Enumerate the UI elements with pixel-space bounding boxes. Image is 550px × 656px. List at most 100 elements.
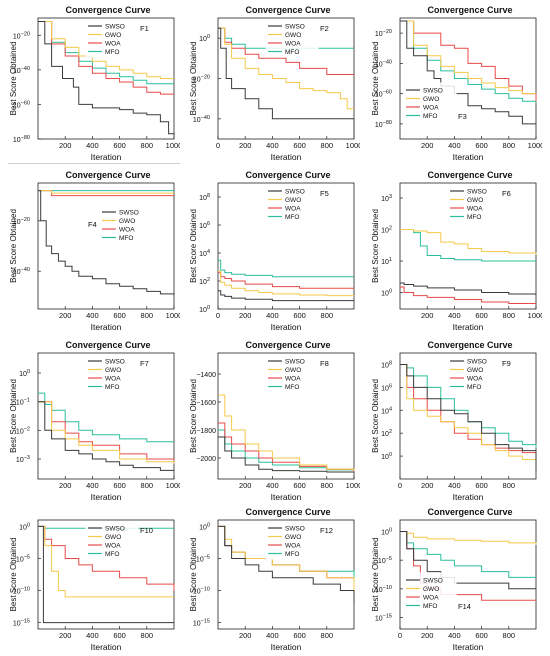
legend-label-mfo: MFO bbox=[285, 49, 299, 56]
function-label: F12 bbox=[320, 526, 333, 535]
series-line-gwo bbox=[400, 364, 537, 465]
y-tick-label: 100 bbox=[381, 289, 392, 298]
legend-label-swso: SWSO bbox=[467, 189, 487, 196]
x-tick-label: 400 bbox=[86, 481, 99, 490]
x-tick-label: 1000 bbox=[528, 141, 542, 150]
legend-label-gwo: GWO bbox=[285, 197, 301, 204]
y-tick-label: 100 bbox=[381, 527, 392, 536]
legend-label-woa: WOA bbox=[119, 227, 135, 234]
x-tick-label: 800 bbox=[141, 481, 154, 490]
y-tick-label: 10−20 bbox=[13, 31, 30, 40]
y-axis-label: Best Score Obtained bbox=[9, 379, 18, 453]
legend-label-gwo: GWO bbox=[119, 218, 135, 225]
x-tick-label: 800 bbox=[321, 481, 334, 490]
legend-label-gwo: GWO bbox=[285, 367, 301, 374]
legend-label-gwo: GWO bbox=[423, 586, 439, 593]
chart-svg-F4: Convergence Curve 200 400 600 800 1000 10−20 10… bbox=[9, 170, 180, 332]
x-tick-label: 400 bbox=[266, 481, 279, 490]
function-label: F2 bbox=[320, 24, 329, 33]
legend-background bbox=[265, 520, 319, 560]
y-axis-label: Best Score Obtained bbox=[9, 42, 18, 116]
legend-label-gwo: GWO bbox=[105, 32, 121, 39]
y-tick-label: 10−1 bbox=[16, 398, 30, 407]
legend-background bbox=[85, 18, 139, 58]
y-axis-label: Best Score Obtained bbox=[371, 538, 380, 612]
x-tick-label: 600 bbox=[293, 631, 306, 640]
y-tick-label: 10−40 bbox=[193, 115, 210, 124]
x-axis-label: Iteration bbox=[453, 322, 484, 332]
y-tick-label: −1400 bbox=[196, 372, 216, 379]
x-tick-label: 400 bbox=[448, 311, 461, 320]
y-tick-label: 10−5 bbox=[196, 554, 210, 563]
y-tick-label: 10−40 bbox=[13, 267, 30, 276]
x-tick-label: 400 bbox=[266, 631, 279, 640]
y-axis-label: Best Score Obtained bbox=[371, 209, 380, 283]
y-tick-label: 10−5 bbox=[378, 556, 392, 565]
chart-title: Convergence Curve bbox=[427, 340, 512, 350]
x-tick-label: 0 bbox=[216, 141, 220, 150]
x-tick-label: 200 bbox=[421, 631, 434, 640]
y-tick-label: 10−15 bbox=[193, 619, 210, 628]
chart-svg-F8: Convergence Curve 200 400 600 800 1000 −1400 −1… bbox=[189, 340, 360, 502]
chart-panel-F3: Convergence Curve 200 400 600 800 1000 10−20 10… bbox=[370, 3, 542, 163]
legend-label-woa: WOA bbox=[423, 595, 439, 602]
y-tick-label: 10−10 bbox=[193, 587, 210, 596]
legend-label-gwo: GWO bbox=[285, 534, 301, 541]
x-tick-label: 800 bbox=[321, 141, 334, 150]
x-tick-label: 1000 bbox=[166, 311, 180, 320]
series-line-swso bbox=[218, 525, 355, 604]
x-tick-label: 600 bbox=[293, 311, 306, 320]
y-tick-label: 102 bbox=[381, 429, 392, 438]
legend-label-woa: WOA bbox=[105, 543, 121, 550]
legend-background bbox=[403, 82, 457, 122]
legend-background bbox=[265, 353, 319, 393]
series-line-gwo bbox=[400, 20, 536, 95]
x-tick-label: 600 bbox=[113, 481, 126, 490]
x-axis-label: Iteration bbox=[271, 322, 302, 332]
x-tick-label: 800 bbox=[141, 141, 154, 150]
x-tick-label: 1000 bbox=[528, 311, 542, 320]
series-line-woa bbox=[218, 272, 354, 289]
chart-panel-F14: Convergence Curve 0 200 400 600 800 100 10−5 10−… bbox=[370, 505, 542, 653]
legend-label-swso: SWSO bbox=[285, 189, 305, 196]
legend-label-mfo: MFO bbox=[285, 214, 299, 221]
y-tick-label: −1800 bbox=[196, 428, 216, 435]
legend-label-woa: WOA bbox=[467, 206, 483, 213]
y-tick-label: 10−15 bbox=[13, 619, 30, 628]
x-tick-label: 1000 bbox=[346, 481, 360, 490]
legend-label-mfo: MFO bbox=[285, 384, 299, 391]
chart-panel-F4: Convergence Curve 200 400 600 800 1000 10−20 10… bbox=[8, 168, 180, 333]
x-tick-label: 1000 bbox=[166, 481, 180, 490]
row-separator bbox=[8, 163, 180, 164]
chart-title: Convergence Curve bbox=[245, 170, 330, 180]
x-tick-label: 400 bbox=[448, 481, 461, 490]
x-tick-label: 600 bbox=[113, 141, 126, 150]
legend-label-gwo: GWO bbox=[467, 197, 483, 204]
x-tick-label: 800 bbox=[503, 311, 516, 320]
y-tick-label: 10−2 bbox=[16, 426, 30, 435]
y-tick-label: 100 bbox=[19, 522, 30, 531]
series-line-gwo bbox=[400, 229, 537, 255]
y-tick-label: 10−40 bbox=[375, 59, 392, 68]
x-tick-label: 200 bbox=[239, 311, 252, 320]
y-axis-label: Best Score Obtained bbox=[189, 379, 198, 453]
x-tick-label: 800 bbox=[141, 311, 154, 320]
chart-svg-F3: Convergence Curve 200 400 600 800 1000 10−20 10… bbox=[371, 5, 542, 162]
series-line-swso bbox=[218, 436, 354, 473]
x-axis-label: Iteration bbox=[91, 642, 122, 652]
x-tick-label: 1000 bbox=[166, 141, 180, 150]
x-tick-label: 800 bbox=[321, 631, 334, 640]
chart-title: Convergence Curve bbox=[65, 5, 150, 15]
x-tick-label: 400 bbox=[86, 311, 99, 320]
chart-panel-F2: Convergence Curve 0 200 400 600 800 1000 100 10−… bbox=[188, 3, 360, 163]
y-axis-label: Best Score Obtained bbox=[371, 42, 380, 116]
legend-label-swso: SWSO bbox=[119, 210, 139, 217]
y-tick-label: 10−40 bbox=[13, 66, 30, 75]
y-tick-label: 10−80 bbox=[13, 135, 30, 144]
series-line-mfo bbox=[400, 229, 536, 262]
chart-title: Convergence Curve bbox=[65, 170, 150, 180]
x-tick-label: 0 bbox=[398, 631, 402, 640]
